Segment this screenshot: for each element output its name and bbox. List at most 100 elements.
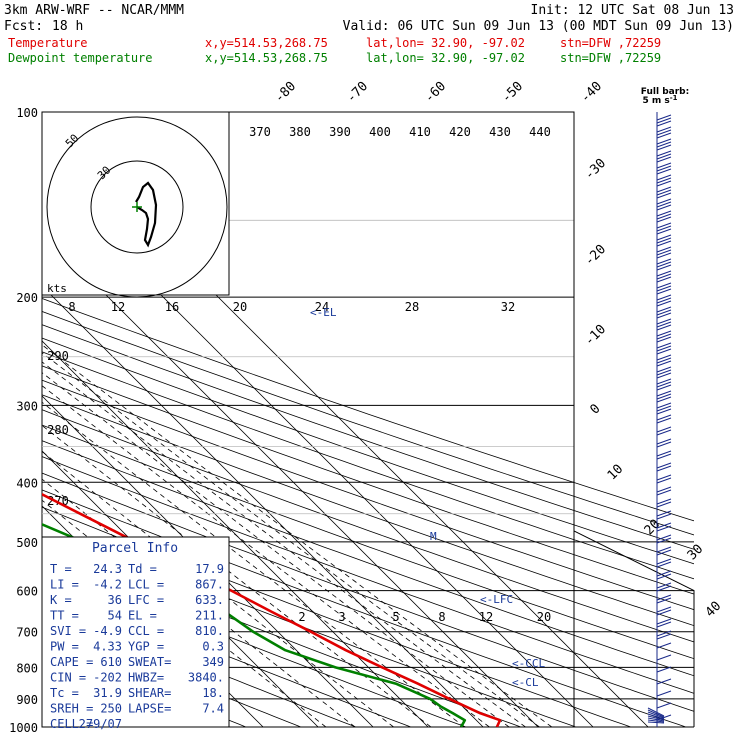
dry-adiabat-line <box>42 379 694 611</box>
dewpoint-latlon: lat,lon= 32.90, -97.02 <box>366 51 525 65</box>
mixing-ratio-label: 16 <box>165 300 179 314</box>
isotherm-label: -10 <box>582 322 609 349</box>
dewpoint-station: stn=DFW ,72259 <box>560 51 661 65</box>
hodograph-frame <box>41 111 230 296</box>
wind-barb <box>656 246 672 253</box>
wind-barb <box>656 132 672 139</box>
parcel-label: LFC = <box>128 593 164 607</box>
wind-barb <box>656 300 672 307</box>
wind-barb <box>656 225 672 232</box>
m-annotation: M <box>430 530 437 543</box>
plot-frame-right-edge <box>573 112 695 727</box>
wind-barb <box>656 234 672 241</box>
wind-barb <box>656 117 672 124</box>
wind-barb <box>656 282 672 289</box>
wind-barb <box>656 678 672 685</box>
isotherm-label: 10 <box>605 462 627 484</box>
parcel-label: HWBZ= <box>128 671 164 685</box>
mixing-ratio-line <box>42 424 432 727</box>
wind-barb <box>656 381 672 388</box>
mixing-ratio-label: 28 <box>405 300 419 314</box>
wind-barb <box>656 276 672 283</box>
wind-barb <box>656 177 672 184</box>
isotherm-label: -40 <box>578 79 605 106</box>
pressure-tick-label: 700 <box>16 626 38 640</box>
dry-adiabat-line <box>42 365 694 595</box>
wind-barb <box>656 477 672 484</box>
parcel-value: 250 <box>100 702 122 716</box>
parcel-label: YGP = <box>128 640 164 654</box>
mixing-ratio-label-low: 8 <box>438 610 445 624</box>
dewpoint-coords: x,y=514.53,268.75 <box>205 51 328 65</box>
parcel-value: -202 <box>93 671 122 685</box>
wind-barb <box>656 264 672 271</box>
wind-barb <box>656 465 672 472</box>
parcel-info-title: Parcel Info <box>92 541 178 556</box>
wind-barb <box>656 165 672 172</box>
wind-barb <box>656 630 672 637</box>
theta-left-label: 280 <box>47 423 69 437</box>
isotherm-label: 40 <box>703 599 725 621</box>
temperature-legend: Temperature <box>8 36 87 50</box>
theta-label: 410 <box>409 125 431 139</box>
wind-barb-low <box>647 709 665 718</box>
parcel-label: PW = <box>50 640 79 654</box>
wind-barb <box>656 354 672 361</box>
wind-barb <box>656 372 672 379</box>
wind-barb <box>656 666 672 673</box>
wind-barb <box>656 249 672 256</box>
wind-barb <box>656 285 672 292</box>
wind-barb <box>656 654 672 661</box>
dry-adiabat-line <box>42 440 694 677</box>
wind-barb <box>656 408 672 415</box>
full-barb-units: 5 m s-1 <box>642 94 677 106</box>
wind-barb-low <box>647 711 665 719</box>
wind-barb <box>656 318 672 325</box>
wind-barb <box>656 489 672 496</box>
wind-barb <box>656 537 672 544</box>
wind-barb <box>656 558 672 565</box>
wind-barb <box>656 360 672 367</box>
wind-barb <box>656 114 672 121</box>
wind-barb <box>656 441 672 448</box>
isotherm-line <box>42 395 374 727</box>
wind-barb <box>656 414 672 421</box>
mixing-ratio-label-low: 20 <box>537 610 551 624</box>
ccl-annotation: <-CCL <box>512 657 545 670</box>
parcel-label: TT = <box>50 609 79 623</box>
parcel-value: 36 <box>108 593 122 607</box>
wind-barb <box>656 186 672 193</box>
wind-barb <box>656 141 672 148</box>
wind-barb <box>656 402 672 409</box>
dry-adiabat-line <box>42 600 356 727</box>
parcel-value: 18. <box>202 686 224 700</box>
full-barb-label: Full barb: <box>641 87 689 97</box>
parcel-value: -4.9 <box>93 624 122 638</box>
wind-barb <box>656 345 672 352</box>
wind-barb <box>656 417 672 424</box>
pressure-tick-label: 600 <box>16 585 38 599</box>
parcel-value: 24.3 <box>93 562 122 576</box>
wind-barb <box>656 366 672 373</box>
wind-barb <box>656 606 672 613</box>
wind-barb <box>656 702 672 709</box>
wind-barb <box>656 342 672 349</box>
theta-label: 390 <box>329 125 351 139</box>
wind-barb <box>656 321 672 328</box>
wind-barb <box>656 549 672 556</box>
theta-label: 400 <box>369 125 391 139</box>
isotherm-label: 0 <box>587 401 603 417</box>
isotherm-label: -20 <box>582 242 609 269</box>
wind-barb <box>656 228 672 235</box>
wind-barb <box>656 144 672 151</box>
wind-barb <box>656 438 672 445</box>
pressure-tick-label: 1000 <box>9 721 38 735</box>
dry-adiabat-line <box>42 409 694 643</box>
wind-barb <box>656 501 672 508</box>
wind-barb <box>656 150 672 157</box>
wind-barb <box>656 312 672 319</box>
parcel-value: 31.9 <box>93 686 122 700</box>
parcel-label: SHEAR= <box>128 686 171 700</box>
theta-label: 440 <box>529 125 551 139</box>
parcel-value: 0.3 <box>202 640 224 654</box>
